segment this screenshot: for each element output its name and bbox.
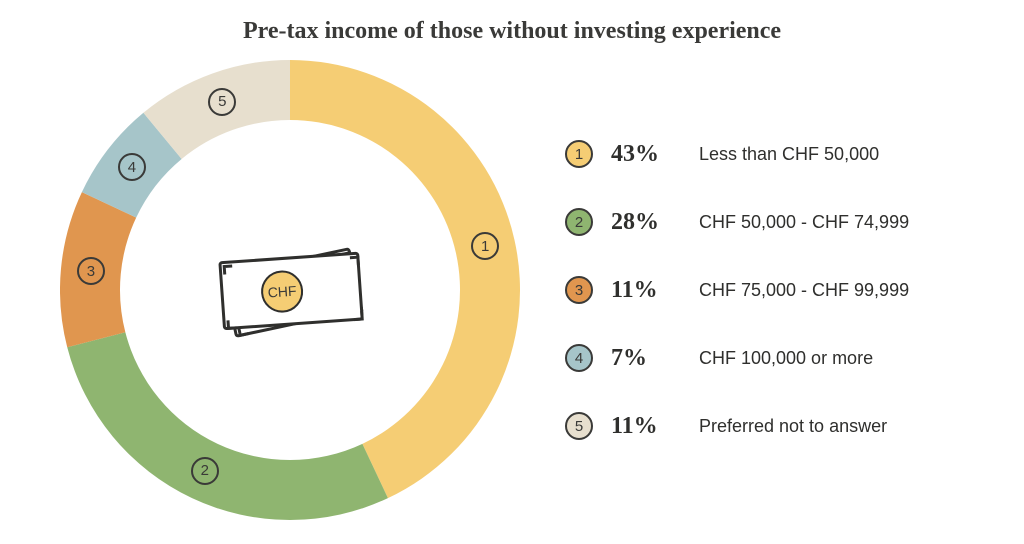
- legend-percent: 28%: [611, 209, 681, 236]
- legend-percent: 11%: [611, 413, 681, 440]
- coin-text: CHF: [267, 283, 297, 301]
- legend-badge-5: 5: [565, 412, 593, 440]
- legend: 1 43% Less than CHF 50,000 2 28% CHF 50,000 -…: [565, 140, 1005, 440]
- donut-segment-2: [67, 332, 388, 520]
- donut-chart-area: 1 2 3 4 5 CHF: [60, 60, 520, 520]
- legend-badge-2: 2: [565, 208, 593, 236]
- legend-label: Less than CHF 50,000: [699, 144, 879, 165]
- legend-label: CHF 75,000 - CHF 99,999: [699, 280, 909, 301]
- legend-row-3: 3 11% CHF 75,000 - CHF 99,999: [565, 276, 1005, 304]
- legend-percent: 7%: [611, 345, 681, 372]
- segment-badge-1: 1: [471, 232, 499, 260]
- segment-badge-5: 5: [208, 88, 236, 116]
- segment-badge-4: 4: [118, 153, 146, 181]
- legend-percent: 43%: [611, 141, 681, 168]
- segment-badge-3: 3: [77, 257, 105, 285]
- chart-title: Pre-tax income of those without investin…: [0, 18, 1024, 45]
- legend-row-2: 2 28% CHF 50,000 - CHF 74,999: [565, 208, 1005, 236]
- legend-badge-1: 1: [565, 140, 593, 168]
- legend-row-4: 4 7% CHF 100,000 or more: [565, 344, 1005, 372]
- legend-label: CHF 100,000 or more: [699, 348, 873, 369]
- legend-badge-3: 3: [565, 276, 593, 304]
- money-icon: CHF: [200, 230, 380, 350]
- legend-label: CHF 50,000 - CHF 74,999: [699, 212, 909, 233]
- legend-label: Preferred not to answer: [699, 416, 887, 437]
- segment-badge-2: 2: [191, 457, 219, 485]
- legend-badge-4: 4: [565, 344, 593, 372]
- legend-row-1: 1 43% Less than CHF 50,000: [565, 140, 1005, 168]
- legend-percent: 11%: [611, 277, 681, 304]
- legend-row-5: 5 11% Preferred not to answer: [565, 412, 1005, 440]
